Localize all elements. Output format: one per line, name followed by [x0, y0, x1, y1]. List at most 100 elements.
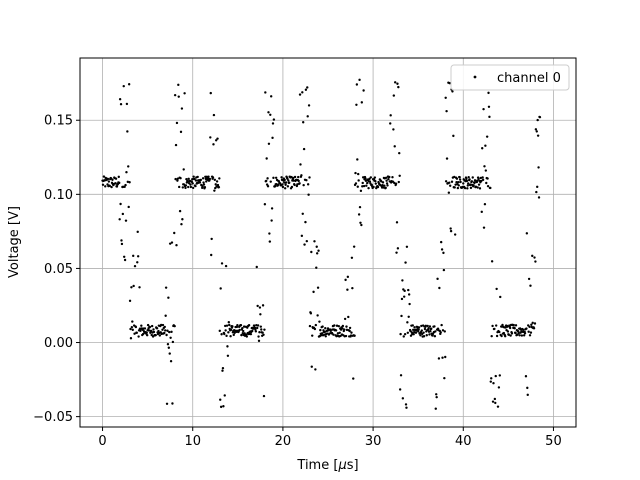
data-point — [399, 374, 403, 377]
data-point — [467, 176, 470, 179]
data-point — [346, 288, 349, 291]
data-point — [400, 314, 403, 318]
data-point — [493, 397, 497, 401]
data-point — [402, 335, 405, 338]
data-point — [177, 95, 180, 98]
data-point — [224, 329, 227, 332]
data-point — [518, 334, 521, 337]
data-point — [145, 331, 148, 334]
data-point — [455, 177, 459, 180]
data-point — [118, 181, 121, 185]
data-point — [178, 185, 181, 189]
data-point — [143, 327, 147, 330]
legend-box — [450, 64, 570, 91]
data-point — [110, 185, 113, 189]
data-point — [258, 331, 261, 334]
data-point — [498, 374, 501, 377]
data-point — [181, 186, 185, 189]
data-point — [118, 98, 122, 101]
data-point — [107, 180, 111, 183]
data-point — [277, 180, 281, 183]
data-point — [538, 115, 542, 119]
data-point — [171, 402, 174, 405]
data-point — [316, 286, 320, 289]
data-point — [531, 321, 534, 325]
data-point — [364, 177, 367, 180]
data-point — [428, 333, 431, 336]
data-point — [528, 325, 531, 329]
data-point — [170, 241, 174, 244]
data-point — [245, 333, 248, 336]
data-point — [207, 175, 210, 178]
data-point — [535, 130, 538, 133]
data-point — [171, 340, 175, 344]
data-point — [529, 331, 533, 334]
data-point — [108, 184, 111, 188]
data-point — [504, 326, 507, 329]
data-point — [513, 327, 516, 330]
data-point — [167, 296, 170, 299]
data-point — [227, 331, 230, 334]
data-point — [492, 382, 495, 385]
data-point — [308, 324, 312, 328]
data-point — [376, 185, 380, 189]
data-point — [169, 336, 172, 339]
data-point — [126, 130, 129, 133]
data-point — [313, 327, 317, 331]
data-point — [344, 334, 348, 338]
data-point — [182, 168, 185, 171]
data-point — [374, 182, 377, 185]
data-point — [189, 183, 192, 186]
data-point — [490, 377, 493, 380]
data-point — [245, 335, 249, 338]
data-point — [221, 369, 224, 372]
data-point — [164, 286, 168, 289]
data-point — [534, 128, 538, 131]
data-point — [405, 245, 409, 248]
data-point — [482, 107, 485, 111]
data-point — [267, 111, 270, 114]
data-point — [150, 329, 153, 333]
data-point — [479, 176, 483, 180]
data-point — [201, 185, 204, 188]
data-point — [119, 103, 123, 106]
data-point — [314, 323, 318, 327]
data-point — [297, 175, 300, 179]
data-point — [223, 332, 226, 336]
data-point — [152, 328, 155, 331]
data-point — [255, 265, 258, 269]
x-tick-label: 40 — [455, 434, 472, 449]
data-point — [287, 179, 290, 182]
data-point — [406, 321, 409, 324]
data-point — [219, 287, 222, 290]
data-point — [459, 180, 462, 184]
data-point — [148, 325, 152, 329]
data-point — [121, 212, 125, 216]
data-point — [495, 334, 499, 338]
data-point — [530, 323, 533, 326]
data-point — [350, 331, 353, 334]
data-point — [177, 83, 180, 87]
data-point — [357, 179, 360, 182]
x-tick-label: 50 — [545, 434, 562, 449]
data-point — [288, 181, 291, 184]
data-point — [298, 182, 301, 185]
data-point — [444, 355, 447, 359]
data-point — [159, 323, 163, 327]
data-point — [437, 357, 441, 360]
data-point — [491, 400, 495, 403]
data-point — [434, 407, 437, 410]
data-point — [257, 339, 261, 343]
data-point — [290, 175, 293, 179]
y-tick-label: −0.05 — [33, 410, 73, 425]
data-point — [226, 354, 230, 357]
data-point — [305, 179, 308, 182]
data-point — [297, 179, 300, 183]
data-point — [320, 334, 323, 337]
data-point — [458, 178, 462, 181]
data-point — [161, 323, 165, 327]
data-point — [247, 324, 251, 327]
data-point — [380, 180, 383, 183]
data-point — [403, 289, 406, 293]
data-point — [254, 330, 258, 333]
